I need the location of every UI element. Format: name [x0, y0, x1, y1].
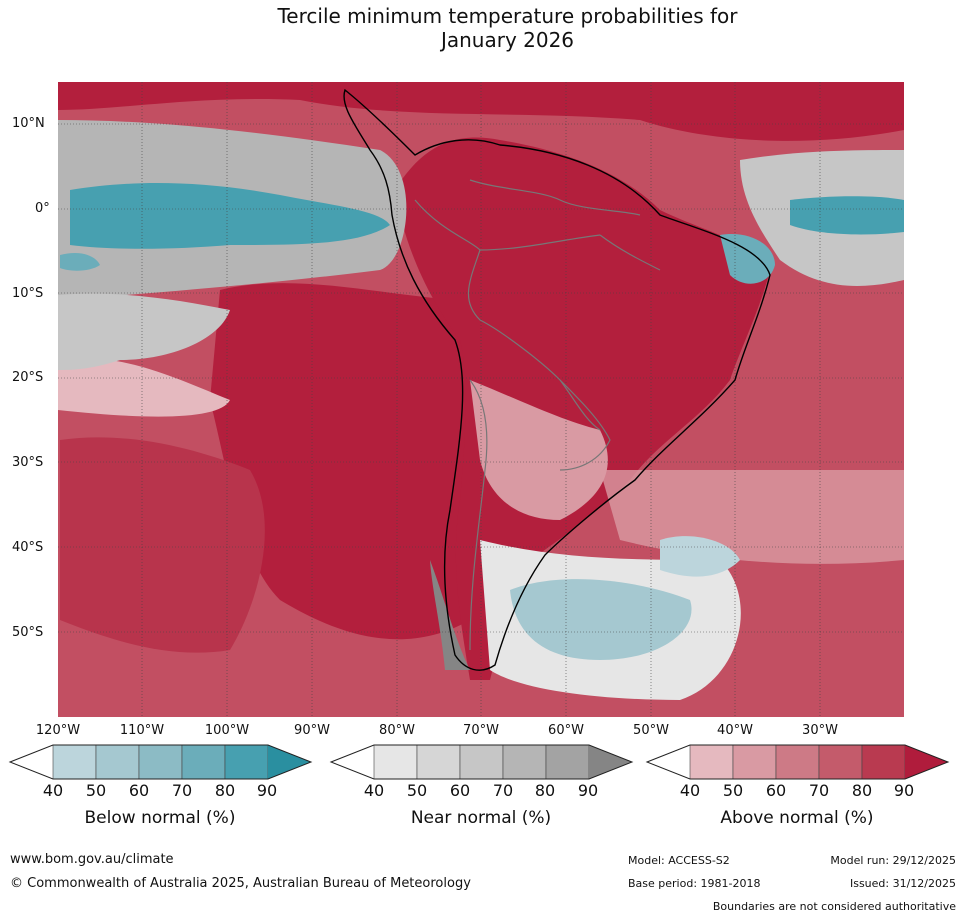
footer-model-run: Model run: 29/12/2025: [830, 854, 956, 867]
graticule: [58, 82, 904, 717]
lon-label-110w: 110°W: [119, 723, 165, 738]
footer-model: Model: ACCESS-S2: [628, 854, 730, 867]
footer-website: www.bom.gov.au/climate: [10, 852, 174, 867]
field-below-pacific-west: [60, 253, 100, 271]
colorbar-above-min-extend: [647, 745, 690, 779]
tick-near-80: 80: [534, 781, 556, 800]
colorbar-near-bin-80: [545, 744, 590, 780]
footer-issued: Issued: 31/12/2025: [849, 877, 956, 890]
lon-label-120w: 120°W: [35, 723, 81, 738]
lat-label-10n: 10°N: [12, 116, 45, 131]
field-below-south-atlantic: [510, 579, 692, 660]
tick-above-70: 70: [808, 781, 830, 800]
footer-base-period: Base period: 1981-2018: [628, 877, 761, 890]
colorbar-near-bin-50: [416, 744, 461, 780]
field-below-patch: [660, 536, 740, 577]
tick-above-40: 40: [679, 781, 701, 800]
tick-below-70: 70: [171, 781, 193, 800]
colorbar-below-bin-40: [52, 744, 97, 780]
colorbar-near-outline: [329, 744, 634, 780]
colorbar-below-outline: [8, 744, 313, 780]
field-near-pacific-south: [58, 293, 230, 370]
lat-label-20s: 20°S: [12, 370, 44, 385]
field-below-pacific: [70, 183, 390, 249]
field-strong-north: [58, 82, 904, 141]
lon-label-30w: 30°W: [802, 723, 838, 738]
chart-title: Tercile minimum temperature probabilitie…: [0, 4, 965, 52]
colorbar-below-bin-80: [224, 744, 269, 780]
colorbar-near: [329, 744, 634, 780]
tick-below-80: 80: [214, 781, 236, 800]
lon-label-90w: 90°W: [294, 723, 330, 738]
lon-label-70w: 70°W: [463, 723, 499, 738]
tick-above-60: 60: [765, 781, 787, 800]
lat-label-10s: 10°S: [12, 286, 44, 301]
colorbar-near-bin-60: [459, 744, 504, 780]
tick-below-90: 90: [256, 781, 278, 800]
colorbar-near-bin-40: [373, 744, 418, 780]
lon-label-60w: 60°W: [548, 723, 584, 738]
field-strong-pacific: [210, 283, 470, 640]
colorbar-title-above: Above normal (%): [720, 808, 874, 828]
lon-label-100w: 100°W: [204, 723, 250, 738]
tick-near-70: 70: [492, 781, 514, 800]
lat-label-30s: 30°S: [12, 455, 44, 470]
colorbar-above-max-extend: [905, 745, 948, 779]
colorbars: [8, 744, 950, 780]
colorbar-title-below: Below normal (%): [84, 808, 236, 828]
colorbar-near-min-extend: [331, 745, 374, 779]
lat-label-40s: 40°S: [12, 540, 44, 555]
footer-disclaimer: Boundaries are not considered authoritat…: [712, 900, 956, 913]
lon-label-50w: 50°W: [633, 723, 669, 738]
chart-title-line2: January 2026: [440, 28, 575, 52]
tick-below-40: 40: [42, 781, 64, 800]
field-strong-south-pacific: [60, 437, 265, 653]
tick-above-80: 80: [851, 781, 873, 800]
tick-below-60: 60: [128, 781, 150, 800]
colorbar-below-bin-50: [95, 744, 140, 780]
colorbar-below-bin-60: [138, 744, 183, 780]
chart-title-line1: Tercile minimum temperature probabilitie…: [277, 4, 738, 28]
colorbar-below-min-extend: [10, 745, 53, 779]
colorbar-above-outline: [645, 744, 950, 780]
colorbar-near-bin-70: [502, 744, 547, 780]
lon-label-80w: 80°W: [379, 723, 415, 738]
colorbar-above-bin-70: [818, 744, 863, 780]
field-below-atlantic: [790, 196, 904, 235]
tick-above-50: 50: [722, 781, 744, 800]
coastline: [343, 88, 771, 671]
tick-near-50: 50: [406, 781, 428, 800]
lat-label-50s: 50°S: [12, 625, 44, 640]
tick-below-50: 50: [85, 781, 107, 800]
tick-near-40: 40: [363, 781, 385, 800]
field-light-argentina: [470, 380, 608, 520]
country-borders: [414, 179, 661, 651]
lon-label-40w: 40°W: [717, 723, 753, 738]
colorbar-above-bin-60: [775, 744, 820, 780]
lat-label-0: 0°: [35, 201, 50, 216]
colorbar-below-bin-70: [181, 744, 226, 780]
map-field: [58, 82, 904, 717]
tick-above-90: 90: [893, 781, 915, 800]
colorbar-above-bin-80: [861, 744, 906, 780]
colorbar-above: [645, 744, 950, 780]
tick-near-60: 60: [449, 781, 471, 800]
colorbar-below-max-extend: [268, 745, 311, 779]
colorbar-above-bin-40: [689, 744, 734, 780]
field-below-brazil: [720, 234, 775, 284]
footer-copyright: © Commonwealth of Australia 2025, Austra…: [10, 876, 471, 891]
colorbar-above-bin-50: [732, 744, 777, 780]
colorbar-title-near: Near normal (%): [410, 808, 552, 828]
field-light-pacific: [58, 358, 230, 417]
tick-near-90: 90: [577, 781, 599, 800]
colorbar-near-max-extend: [589, 745, 632, 779]
colorbar-below: [8, 744, 313, 780]
field-near-chile: [430, 560, 470, 670]
